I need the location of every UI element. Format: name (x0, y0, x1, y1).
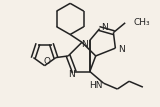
Text: O: O (43, 57, 50, 66)
Text: N: N (68, 70, 75, 79)
Text: CH₃: CH₃ (133, 18, 150, 27)
Text: HN: HN (89, 81, 102, 90)
Text: N: N (101, 23, 108, 32)
Text: N: N (82, 40, 88, 49)
Text: N: N (118, 45, 125, 54)
